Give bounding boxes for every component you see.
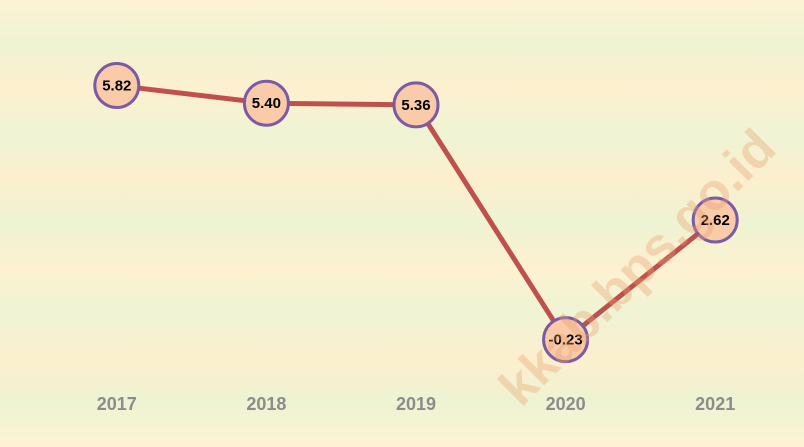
data-label: -0.23 bbox=[548, 332, 582, 349]
point-marker bbox=[542, 316, 590, 364]
x-tick-label: 2021 bbox=[695, 394, 735, 414]
plot: 2017 2018 2019 2020 2021 5.82 5.40 5.36 -0.23 2.6… bbox=[93, 62, 739, 414]
x-tick-label: 2017 bbox=[97, 394, 137, 414]
data-label: 2.62 bbox=[701, 212, 730, 229]
x-tick-label: 2019 bbox=[396, 394, 436, 414]
point-marker bbox=[242, 79, 290, 127]
point-marker bbox=[392, 81, 440, 129]
data-label: 5.40 bbox=[252, 95, 281, 112]
x-tick-label: 2020 bbox=[546, 394, 586, 414]
point-marker bbox=[93, 62, 141, 110]
point-marker bbox=[691, 196, 739, 244]
data-label: 5.36 bbox=[401, 97, 430, 114]
data-label: 5.82 bbox=[102, 78, 131, 95]
x-tick-label: 2018 bbox=[246, 394, 286, 414]
